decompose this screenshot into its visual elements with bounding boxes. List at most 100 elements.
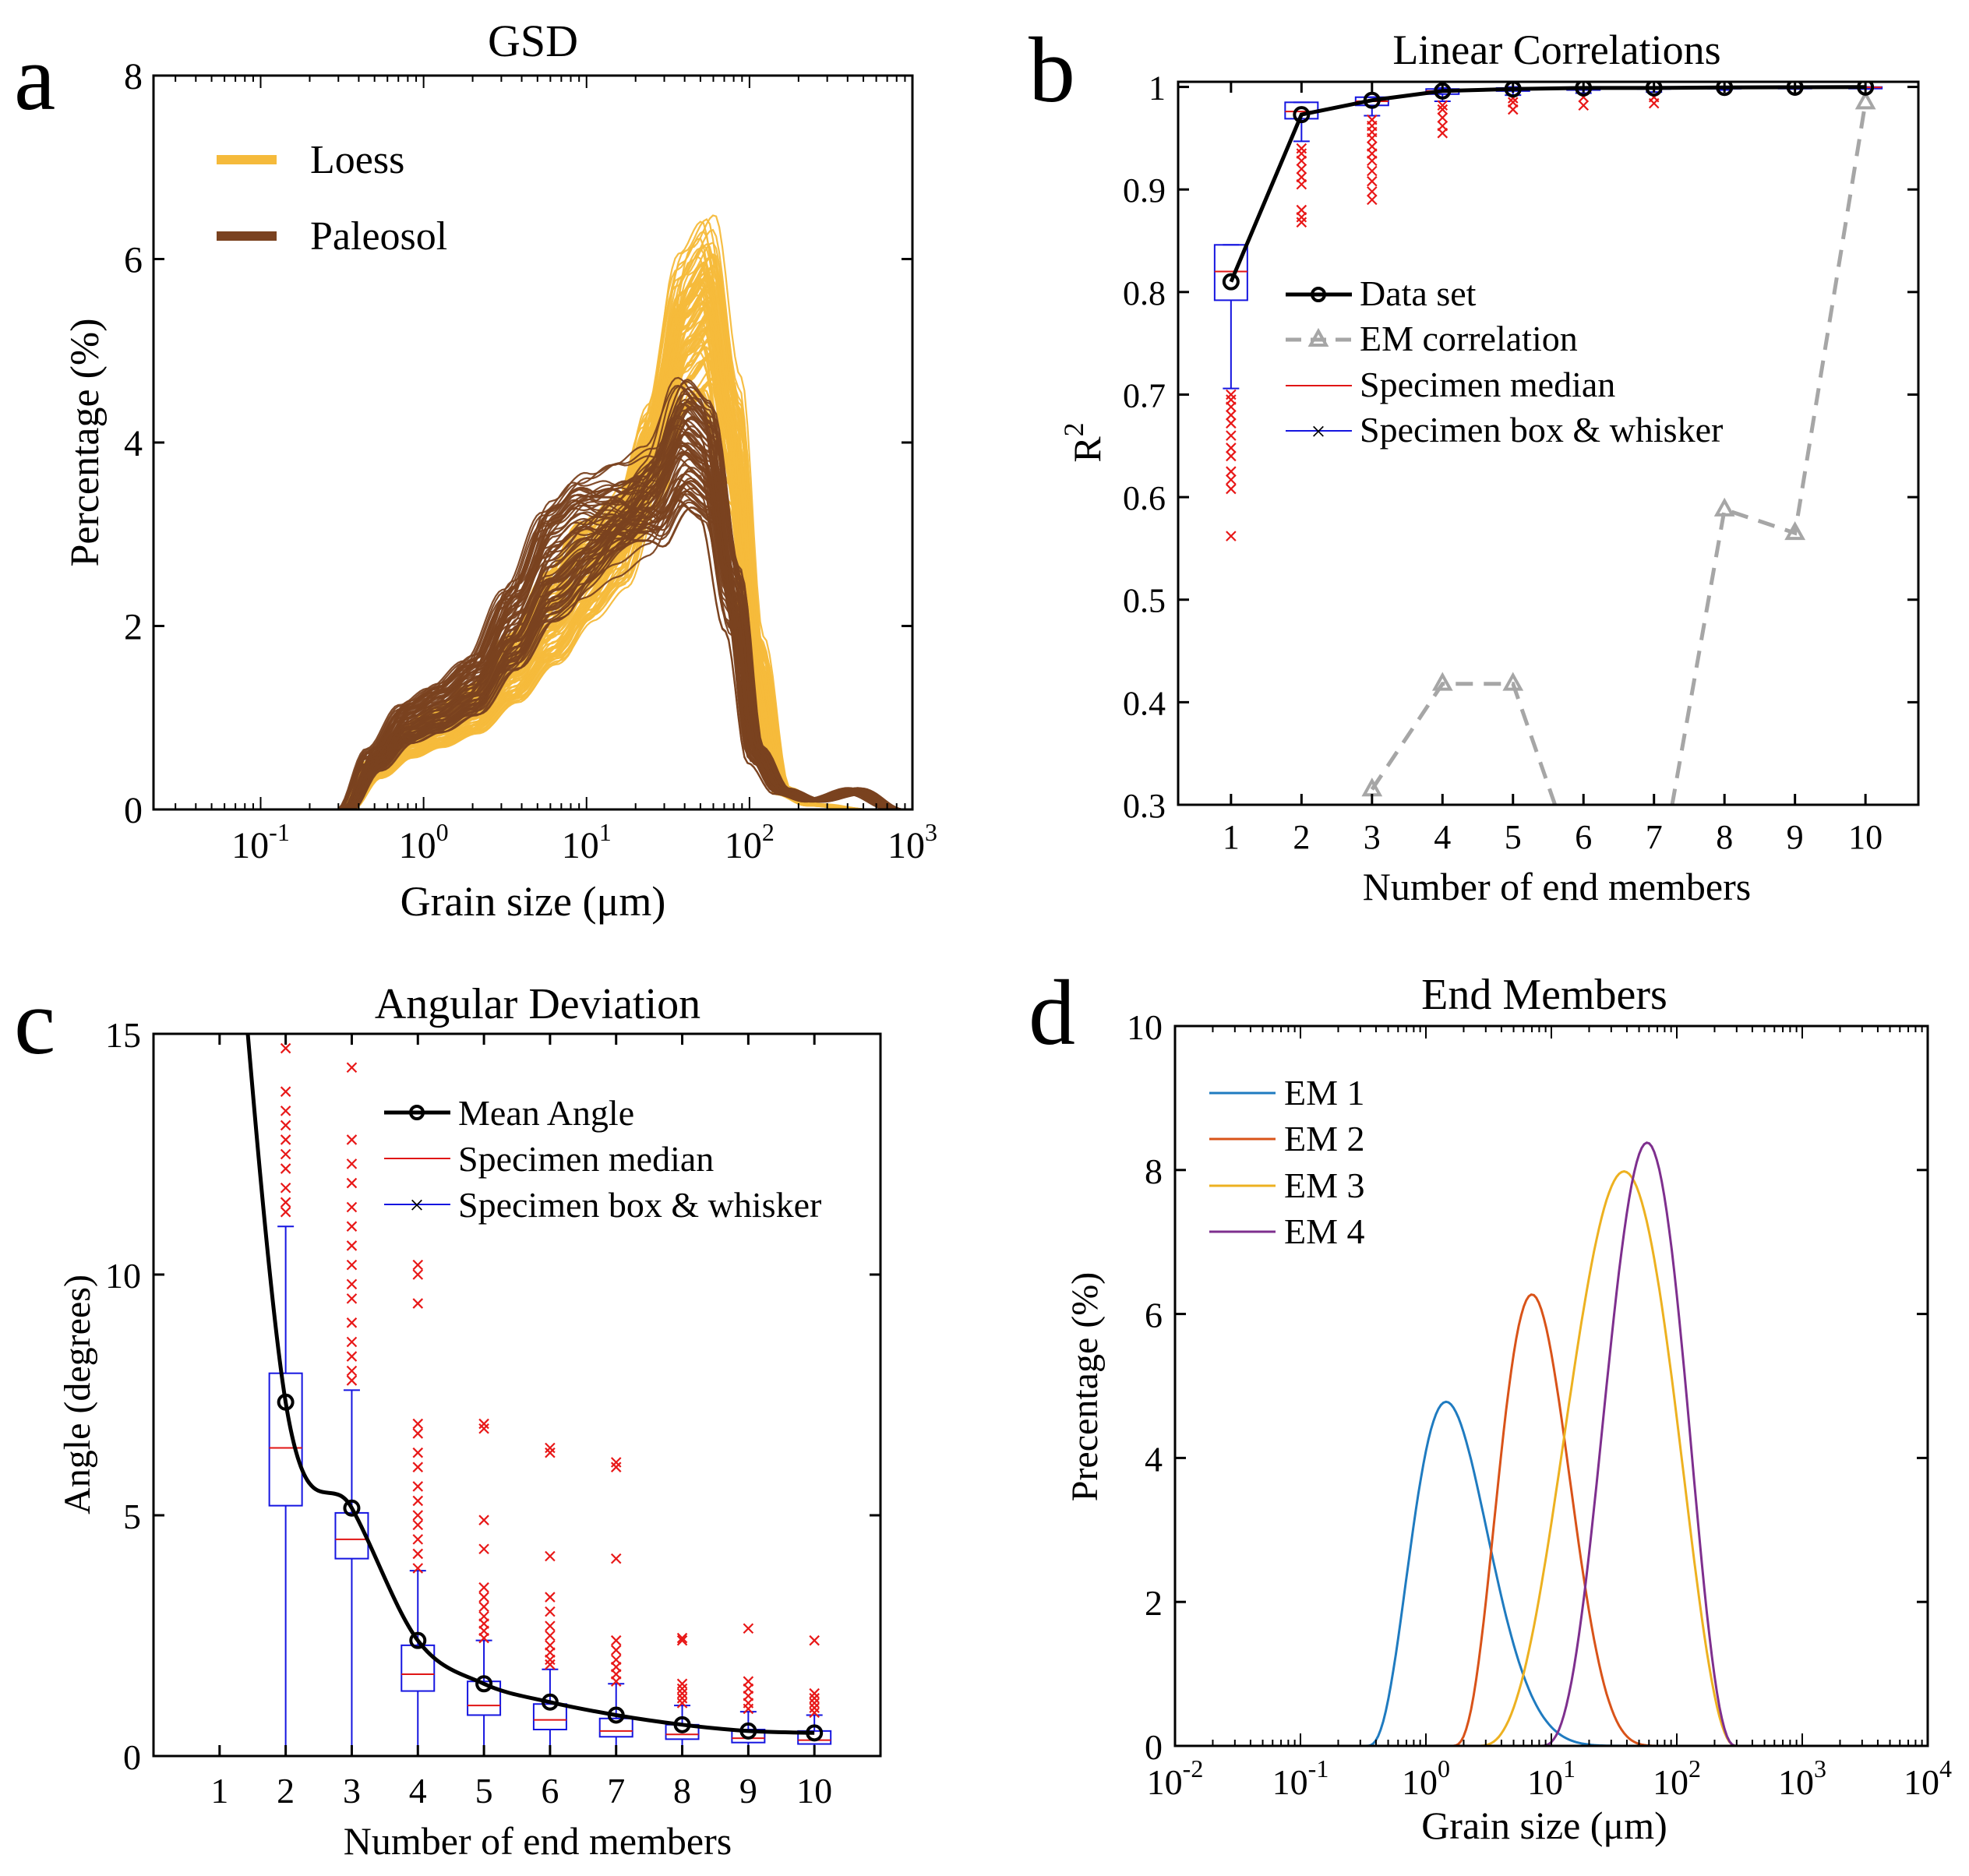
y-axis-label-a: Percentage (%) [63,318,108,566]
axes-b: 0.3 0.4 0.5 0.6 0.7 0.8 0.9 1 1 2 3 4 5 6 7 8 9 10 [1123,69,1918,856]
outlier-point [280,1120,291,1131]
outlier-point [676,1632,688,1644]
outlier-point [280,1086,291,1097]
legend-label-em4: EM 4 [1284,1211,1365,1251]
outlier-point [545,1640,556,1651]
x-tick-label-exp: 2 [1688,1754,1701,1783]
x-tick-label-c: 9 [739,1771,757,1811]
y-tick-label-b: 0.3 [1123,787,1166,825]
x-tick-label-base: 10 [1147,1762,1183,1802]
x-tick-label-b: 3 [1364,818,1381,856]
outlier-point [412,1548,424,1560]
outlier-point [346,1240,358,1251]
outlier-point [280,1042,291,1054]
x-tick-label-base: 10 [1904,1762,1939,1802]
outlier-point [346,1375,358,1386]
outlier-point [412,1259,424,1271]
outlier-point [545,1659,556,1670]
outlier-point [346,1278,358,1290]
outlier-point [478,1582,489,1593]
outlier-point [346,1259,358,1271]
x-tick-label-base: 10 [1778,1762,1814,1802]
x-tick-label-base: 10 [562,825,599,866]
outlier-point [1296,148,1307,159]
outlier-point [280,1106,291,1116]
y-axis-label-b: R2 [1058,422,1109,462]
x-tick-label-d: 103 [1778,1754,1826,1802]
outlier-point [1367,114,1378,125]
x-tick-label-exp: 0 [1438,1754,1450,1783]
legend-label-em-correlation: EM correlation [1360,319,1578,358]
x-tick-label-exp: 3 [1814,1754,1826,1783]
x-axis-label-c: Number of end members [344,1819,732,1863]
panel-letter-d: d [1029,961,1075,1064]
outlier-point [346,1201,358,1213]
outlier-point [1367,141,1378,152]
legend-label-paleosol: Paleosol [310,214,447,259]
x-tick-label-a: 100 [399,818,449,866]
outlier-point [346,1351,358,1362]
y-tick-label-d: 4 [1145,1439,1163,1479]
outlier-point [1226,394,1237,405]
outlier-point [1296,204,1307,216]
mean-angle-point [409,1631,427,1649]
outlier-point [1437,120,1449,132]
y-tick-label-b: 0.9 [1123,171,1166,210]
outlier-point [478,1592,489,1603]
mean-angle-point [806,1724,824,1742]
panel-letter-b: b [1029,18,1075,122]
outlier-point [1367,165,1378,177]
x-tick-label-d: 102 [1653,1754,1701,1802]
x-tick-label-b: 1 [1223,818,1240,856]
outlier-point [412,1447,424,1458]
outlier-point [412,1534,424,1545]
outlier-point [346,1317,358,1328]
x-tick-label-a: 103 [887,818,937,866]
y-tick-label-d: 2 [1145,1583,1163,1623]
x-tick-label-base: 10 [725,825,762,866]
outlier-point [1437,104,1449,115]
x-tick-label-b: 8 [1716,818,1733,856]
x-tick-label-b: 4 [1434,818,1451,856]
plot-frame-c [152,1032,882,1758]
outlier-point [280,1182,291,1194]
x-tick-label-exp: 2 [762,818,775,846]
outlier-point [412,1495,424,1507]
dataset-point [1575,82,1593,97]
x-tick-label-a: 102 [725,818,775,866]
y-tick-label-b: 1 [1149,69,1166,108]
y-axis-label-b-sup: 2 [1058,422,1089,436]
mean-angle-point [343,1499,361,1517]
x-tick-label-b: 10 [1848,818,1883,856]
outlier-point [809,1707,820,1719]
legend-marker-box-whisker: × [1311,418,1325,446]
outlier-point [478,1611,489,1622]
chart-title-a: GSD [488,16,578,66]
outlier-point [809,1693,820,1704]
box [598,1717,633,1738]
x-axis-label-b: Number of end members [1363,865,1751,908]
mean-angle-point [277,1393,295,1411]
x-tick-label-exp: 3 [925,818,937,846]
box [1213,244,1248,302]
outlier-point [545,1620,556,1631]
x-tick-label-c: 1 [210,1771,228,1811]
x-tick-label-d: 100 [1402,1754,1450,1802]
x-tick-label-exp: 4 [1939,1754,1952,1783]
y-tick-label-c: 5 [123,1497,141,1536]
outlier-point [676,1683,688,1694]
outlier-point [809,1634,820,1646]
x-axis-label-d: Grain size (μm) [1421,1804,1667,1847]
x-tick-label-base: 10 [399,825,436,866]
y-tick-label-d: 6 [1145,1296,1163,1335]
end-member-curve-2 [1175,1293,1928,1746]
outlier-point [610,1462,622,1472]
legend-d: EM 1 EM 2 EM 3 EM 4 [1209,1073,1365,1251]
x-tick-label-b: 7 [1646,818,1663,856]
em-correlation-point [1784,521,1806,541]
y-tick-label-c: 15 [105,1015,141,1055]
x-tick-label-a: 10-1 [231,818,290,866]
end-member-curve-1 [1175,1400,1928,1746]
